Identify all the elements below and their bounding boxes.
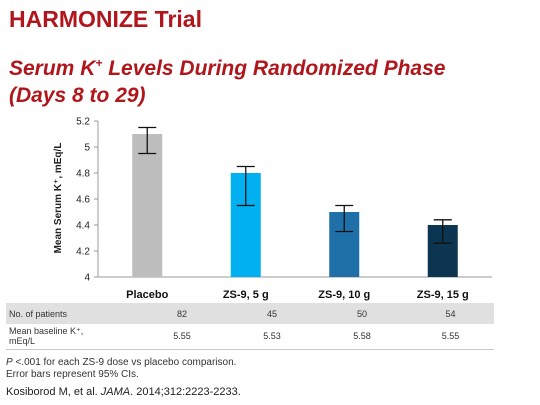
citation-authors: Kosiborod M, et al. <box>6 386 101 398</box>
chart-y-tick-labels: 4 4.2 4.4 4.6 4.8 5 5.2 <box>76 117 90 284</box>
citation-journal: JAMA <box>100 386 131 398</box>
chart-x-tick-labels: Placebo ZS-9, 5 g ZS-9, 10 g ZS-9, 15 g <box>126 289 469 301</box>
subtitle-line2: (Days 8 to 29) <box>9 84 146 107</box>
x-tick-label: ZS-9, 10 g <box>318 289 370 301</box>
table-cell: 5.55 <box>441 331 460 342</box>
y-tick-label: 4.8 <box>76 169 90 180</box>
row-label: No. of patients <box>9 308 68 319</box>
x-tick-label: ZS-9, 5 g <box>223 289 269 301</box>
bar-chart: Placebo ZS-9, 5 g ZS-9, 10 g ZS-9, 15 g 4 4.… <box>53 117 492 301</box>
slide-title: HARMONIZE Trial <box>9 6 202 32</box>
row-label-line1: Mean baseline K⁺, <box>9 326 84 337</box>
subtitle-line1-post: Levels During Randomized Phase <box>102 57 446 80</box>
table-row-baseline: Mean baseline K⁺, mEq/L 5.55 5.53 5.58 5.… <box>6 324 494 349</box>
chart-bars <box>132 134 458 277</box>
y-tick-label: 5.2 <box>76 117 90 128</box>
footnote-p: P <box>6 357 13 368</box>
chart-axes <box>94 120 492 278</box>
row-label-line2: mEq/L <box>9 336 36 347</box>
footnote-line1: <.001 for each ZS-9 dose vs placebo comp… <box>12 357 237 368</box>
x-tick-label: ZS-9, 15 g <box>417 289 469 301</box>
slide-subtitle: Serum K+ Levels During Randomized Phase … <box>9 50 445 109</box>
bar <box>132 134 163 277</box>
citation: Kosiborod M, et al. JAMA. 2014;312:2223-… <box>6 386 241 399</box>
citation-details: . 2014;312:2223-2233. <box>130 386 241 398</box>
y-tick-label: 4.2 <box>76 247 90 258</box>
table-cell: 50 <box>356 308 367 319</box>
subtitle-superscript: + <box>95 56 103 70</box>
footnote-line2: Error bars represent 95% CIs. <box>6 369 139 380</box>
table-row-patients: No. of patients 82 45 50 54 <box>6 303 494 324</box>
y-tick-label: 4 <box>84 273 90 284</box>
table-cell: 82 <box>176 308 187 319</box>
patient-stats-table: No. of patients 82 45 50 54 Mean baselin… <box>6 303 494 350</box>
table-cell: 5.58 <box>353 331 371 342</box>
row-label: Mean baseline K⁺, mEq/L <box>6 324 137 349</box>
table-cell: 54 <box>445 308 456 319</box>
table-cell: 5.55 <box>173 331 191 342</box>
table-cell: 5.53 <box>263 331 281 342</box>
chart-error-bars <box>138 126 452 244</box>
subtitle-line1-pre: Serum K <box>9 57 96 80</box>
x-tick-label: Placebo <box>126 289 168 301</box>
y-tick-label: 4.6 <box>76 195 90 206</box>
footnote: P <.001 for each ZS-9 dose vs placebo co… <box>6 357 486 381</box>
y-tick-label: 4.4 <box>76 221 90 232</box>
table-cell: 45 <box>266 308 277 319</box>
y-tick-label: 5 <box>84 143 90 154</box>
y-axis-label: Mean Serum K⁺, mEq/L <box>53 143 64 254</box>
